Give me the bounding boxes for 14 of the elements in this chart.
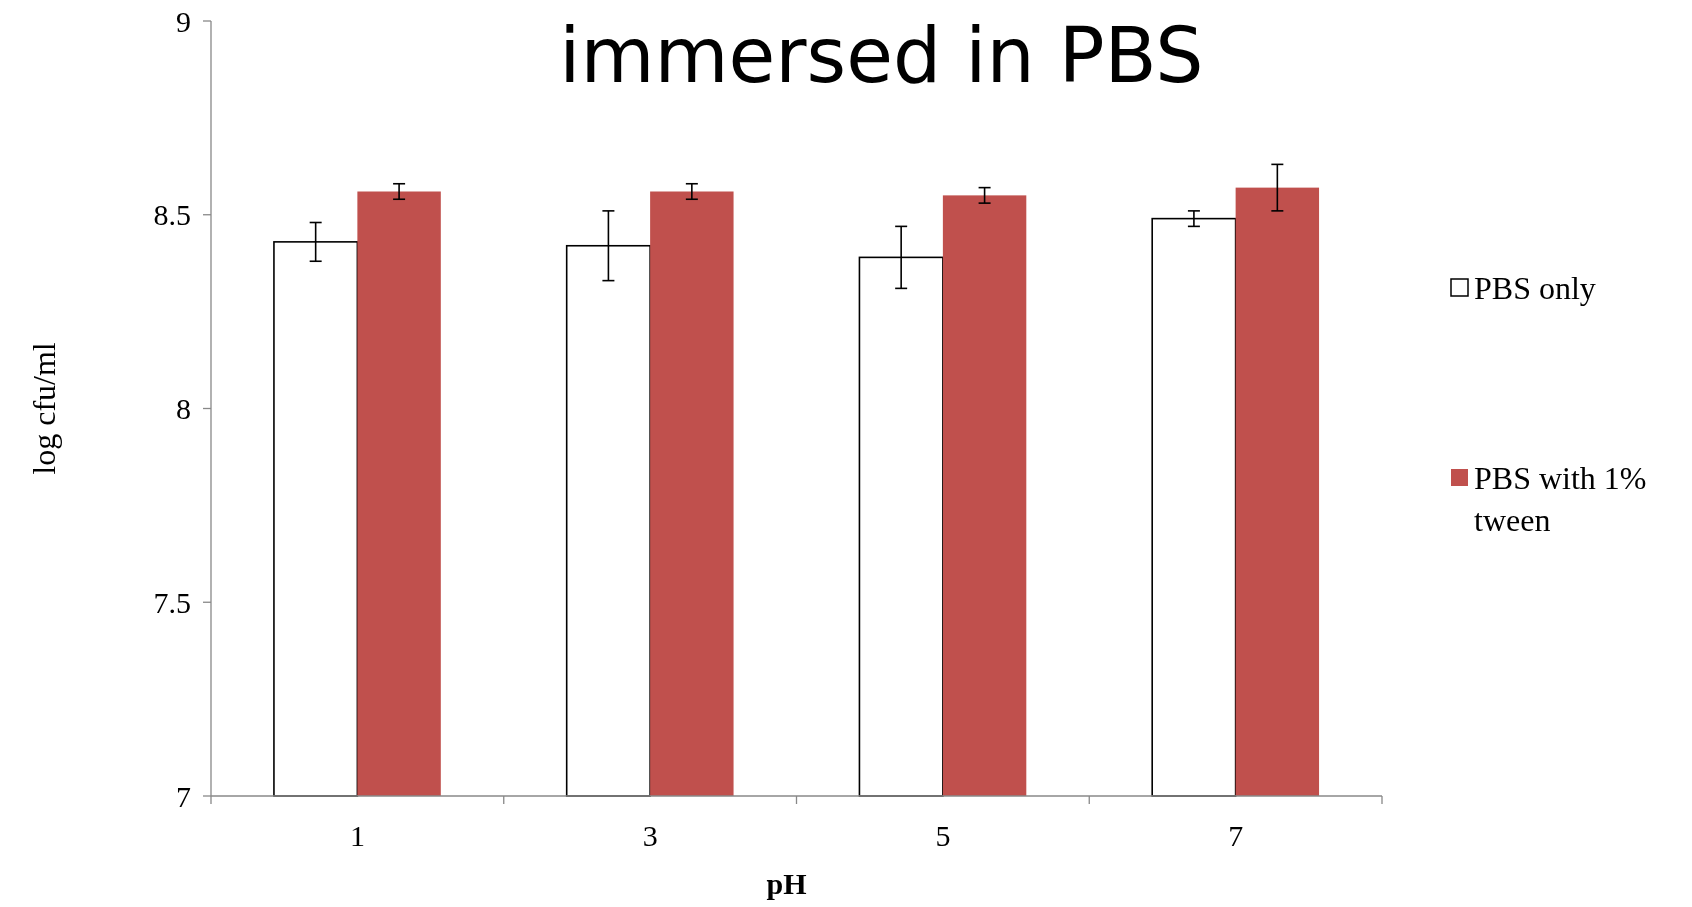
y-tick-label: 8.5	[153, 198, 191, 232]
chart-title: immersed in PBS	[559, 11, 1204, 100]
x-axis-title: pH	[766, 867, 807, 900]
y-tick-label: 9	[176, 4, 191, 38]
x-tick-label: 1	[349, 819, 365, 852]
x-tick-label: 5	[935, 819, 951, 852]
legend-label: PBS with 1% tween	[1474, 460, 1647, 538]
legend-label: PBS only	[1474, 270, 1596, 307]
y-axis-title: log cfu/ml	[26, 342, 62, 475]
y-tick-label: 8	[176, 392, 191, 425]
x-tick-label: 7	[1228, 819, 1244, 852]
x-tick-label: 3	[642, 819, 658, 852]
y-tick-label: 7.5	[153, 585, 191, 619]
y-tick-label: 7	[176, 779, 191, 813]
